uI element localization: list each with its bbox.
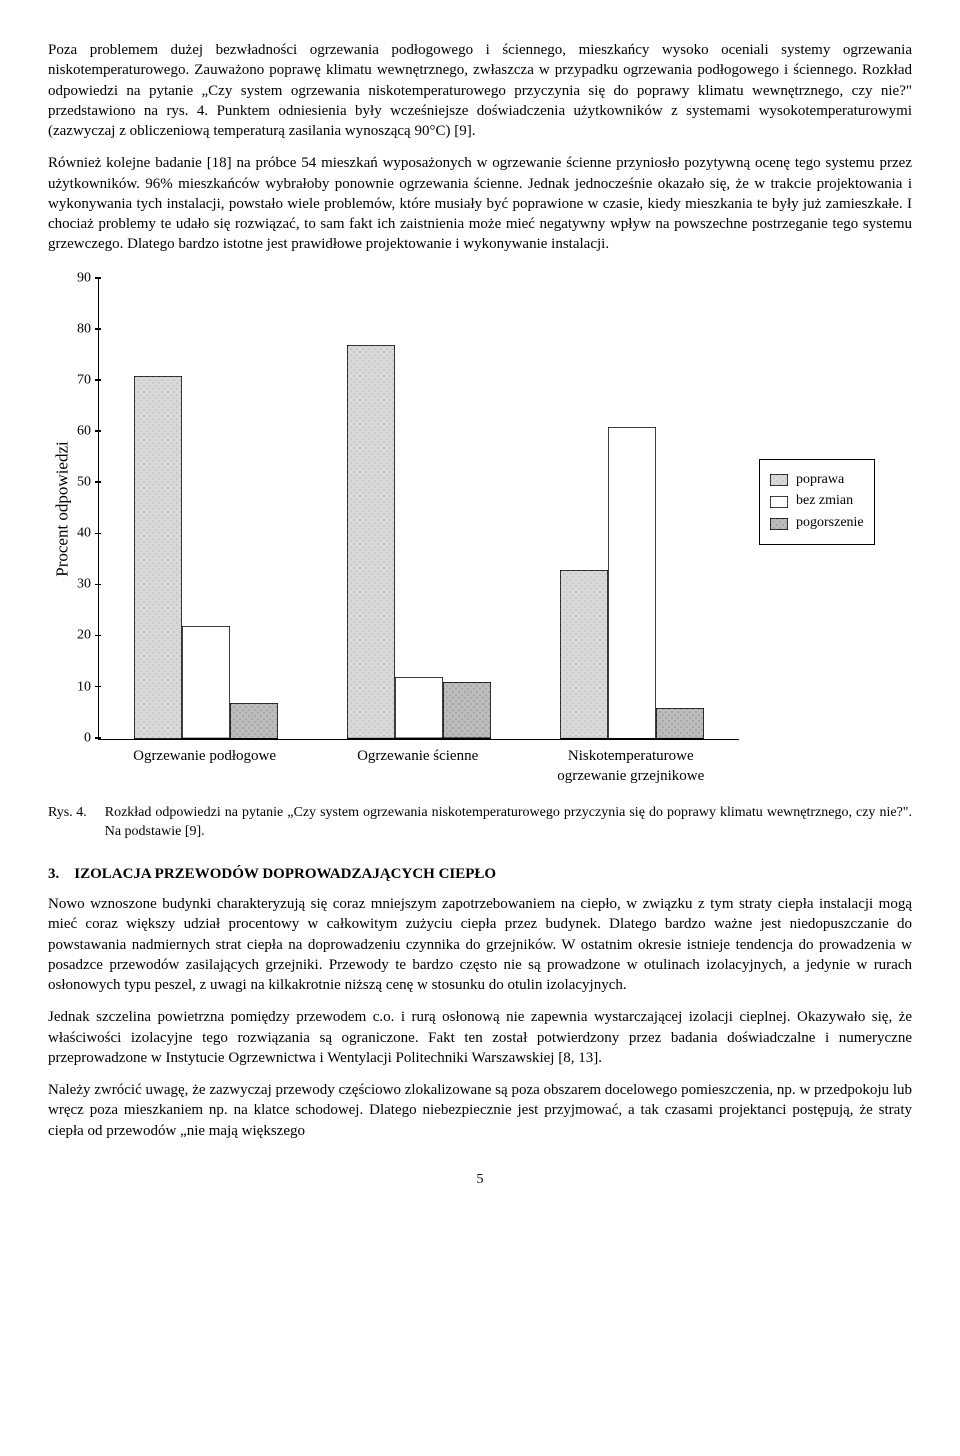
chart-bar bbox=[134, 376, 182, 739]
legend-swatch bbox=[770, 518, 788, 530]
chart-y-tick: 20 bbox=[77, 627, 91, 646]
legend-item: poprawa bbox=[770, 471, 864, 490]
figure-4: Procent odpowiedzi 0102030405060708090 O… bbox=[48, 279, 912, 787]
section-number: 3. bbox=[48, 866, 59, 882]
section-3-heading: 3. IZOLACJA PRZEWODÓW DOPROWADZAJĄCYCH C… bbox=[48, 864, 912, 884]
chart-y-tick: 60 bbox=[77, 422, 91, 441]
legend-label: pogorszenie bbox=[796, 514, 864, 533]
chart-x-label: Ogrzewanie podłogowe bbox=[98, 740, 311, 787]
chart-bar-group bbox=[526, 427, 739, 739]
chart-bar-group bbox=[312, 345, 525, 739]
figure-caption-text: Rozkład odpowiedzi na pytanie „Czy syste… bbox=[105, 804, 912, 842]
chart-bar bbox=[182, 626, 230, 738]
chart-y-tick: 30 bbox=[77, 576, 91, 595]
legend-label: poprawa bbox=[796, 471, 844, 490]
chart-bar bbox=[347, 345, 395, 739]
legend-swatch bbox=[770, 474, 788, 486]
chart-bar bbox=[608, 427, 656, 739]
legend-item: bez zmian bbox=[770, 492, 864, 511]
section-title: IZOLACJA PRZEWODÓW DOPROWADZAJĄCYCH CIEP… bbox=[74, 866, 496, 882]
chart-y-tick: 40 bbox=[77, 525, 91, 544]
chart-x-label: Ogrzewanie ścienne bbox=[311, 740, 524, 787]
chart-bar bbox=[443, 682, 491, 738]
chart-bar bbox=[656, 708, 704, 739]
chart-bar bbox=[230, 703, 278, 739]
paragraph-2: Również kolejne badanie [18] na próbce 5… bbox=[48, 153, 912, 254]
chart-bar-group bbox=[99, 376, 312, 739]
chart-y-tick: 10 bbox=[77, 678, 91, 697]
chart-bar bbox=[395, 677, 443, 738]
paragraph-3: Nowo wznoszone budynki charakteryzują si… bbox=[48, 894, 912, 995]
chart-y-tick: 0 bbox=[84, 729, 91, 748]
chart-bar bbox=[560, 570, 608, 739]
figure-4-caption: Rys. 4. Rozkład odpowiedzi na pytanie „C… bbox=[48, 804, 912, 842]
paragraph-4: Jednak szczelina powietrzna pomiędzy prz… bbox=[48, 1007, 912, 1068]
paragraph-5: Należy zwrócić uwagę, że zazwyczaj przew… bbox=[48, 1080, 912, 1141]
legend-label: bez zmian bbox=[796, 492, 853, 511]
chart-y-tick: 80 bbox=[77, 320, 91, 339]
chart-y-tick: 90 bbox=[77, 269, 91, 288]
chart-y-tick: 70 bbox=[77, 371, 91, 390]
chart-y-tick: 50 bbox=[77, 474, 91, 493]
paragraph-1: Poza problemem dużej bezwładności ogrzew… bbox=[48, 40, 912, 141]
chart-legend: poprawa bez zmian pogorszenie bbox=[759, 459, 875, 546]
page-number: 5 bbox=[48, 1171, 912, 1190]
legend-swatch bbox=[770, 496, 788, 508]
chart-x-label: Niskotemperaturoweogrzewanie grzejnikowe bbox=[524, 740, 737, 787]
chart-plot-area: Procent odpowiedzi 0102030405060708090 bbox=[98, 279, 739, 740]
figure-caption-label: Rys. 4. bbox=[48, 804, 87, 842]
legend-item: pogorszenie bbox=[770, 514, 864, 533]
